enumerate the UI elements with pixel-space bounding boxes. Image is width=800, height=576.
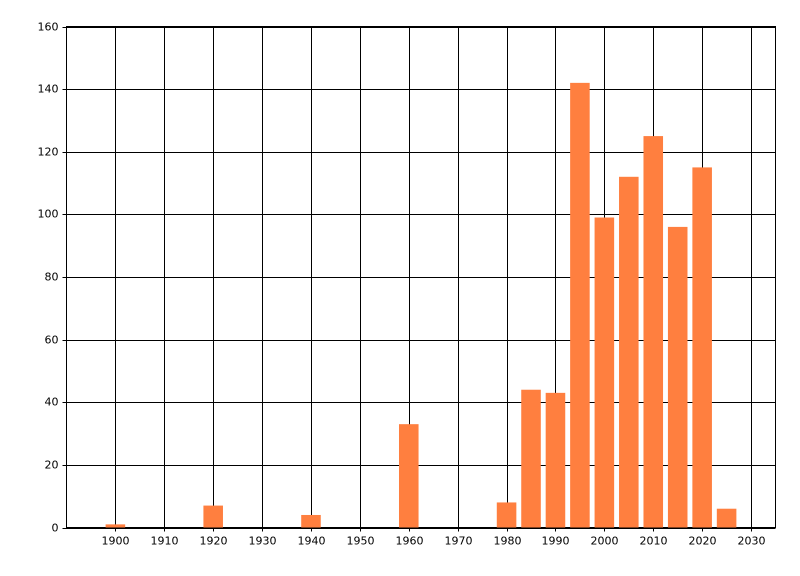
y-tick-label: 100 [38,208,59,221]
x-tick-label: 1910 [151,535,179,548]
x-tick-label: 1950 [347,535,375,548]
y-tick-label: 120 [38,146,59,159]
x-tick-label: 2010 [640,535,668,548]
x-tick-label: 2030 [738,535,766,548]
bar [301,514,321,528]
y-tick-label: 80 [45,271,59,284]
x-tick-label: 1920 [200,535,228,548]
y-tick-label: 60 [45,334,59,347]
bar [203,505,223,528]
y-tick-label: 140 [38,83,59,96]
x-tick-label: 1940 [298,535,326,548]
bar [667,226,688,528]
x-tick-label: 2020 [689,535,717,548]
x-tick-label: 1930 [249,535,277,548]
bar [716,508,737,528]
x-tick-label: 1960 [396,535,424,548]
bar [496,502,517,528]
bar [594,217,615,528]
x-tick-label: 2000 [591,535,619,548]
bar [570,82,590,528]
y-tick-label: 40 [45,396,59,409]
y-tick-label: 20 [45,459,59,472]
bar [545,392,566,528]
bar [643,136,664,528]
bar [521,389,541,528]
y-tick-label: 160 [38,21,59,34]
x-tick-label: 1980 [494,535,522,548]
bar [105,524,126,528]
bar [398,424,419,528]
bar [619,176,639,528]
y-tick-label: 0 [52,522,59,535]
x-tick-label: 1970 [445,535,473,548]
bar [692,167,712,528]
x-tick-label: 1900 [102,535,130,548]
x-tick-label: 1990 [542,535,570,548]
